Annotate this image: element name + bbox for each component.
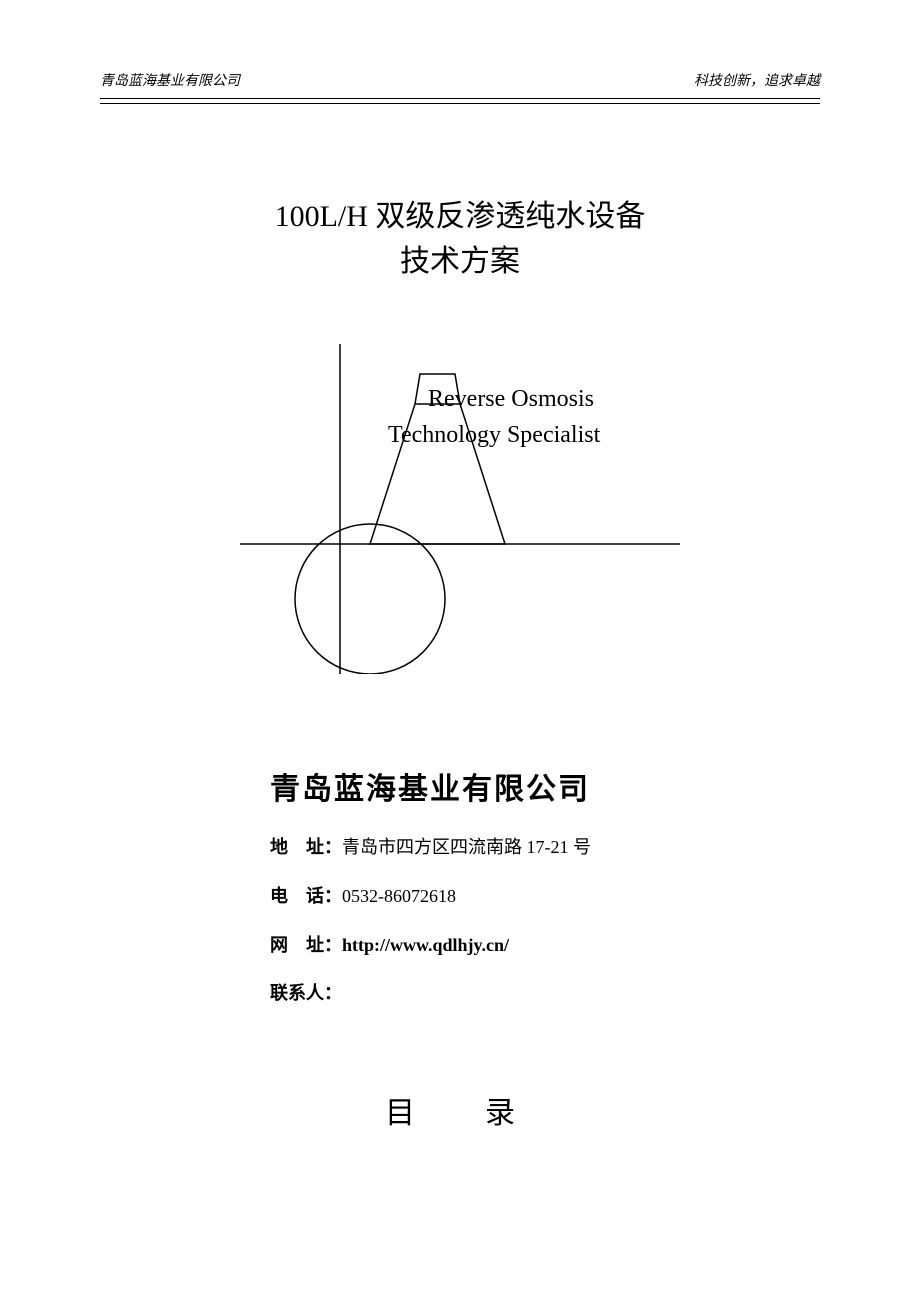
document-title: 100L/H 双级反渗透纯水设备 技术方案 [100, 194, 820, 284]
logo-diagram: Reverse Osmosis Technology Specialist [240, 344, 680, 674]
page-header: 青岛蓝海基业有限公司 科技创新，追求卓越 [100, 70, 820, 99]
web-row: 网 址：http://www.qdlhjy.cn/ [270, 931, 820, 960]
phone-label: 电 话： [270, 882, 342, 911]
header-company: 青岛蓝海基业有限公司 [100, 70, 240, 90]
contact-row: 联系人： [270, 979, 820, 1008]
web-label: 网 址： [270, 931, 342, 960]
header-slogan: 科技创新，追求卓越 [694, 70, 820, 90]
title-line-1: 100L/H 双级反渗透纯水设备 [100, 194, 820, 239]
circle-shape [295, 524, 445, 674]
document-page: 青岛蓝海基业有限公司 科技创新，追求卓越 100L/H 双级反渗透纯水设备 技术… [0, 0, 920, 1302]
address-value: 青岛市四方区四流南路 17-21 号 [342, 837, 591, 857]
phone-value: 0532-86072618 [342, 886, 456, 906]
address-label: 地 址： [270, 833, 342, 862]
header-divider [100, 103, 820, 104]
company-name: 青岛蓝海基业有限公司 [270, 764, 820, 808]
diagram-text-line-2: Technology Specialist [388, 422, 600, 449]
company-info-block: 青岛蓝海基业有限公司 地 址：青岛市四方区四流南路 17-21 号 电 话：05… [270, 764, 820, 1008]
title-line-2: 技术方案 [100, 239, 820, 284]
contact-label: 联系人： [270, 979, 342, 1008]
address-row: 地 址：青岛市四方区四流南路 17-21 号 [270, 833, 820, 862]
phone-row: 电 话：0532-86072618 [270, 882, 820, 911]
toc-heading: 目 录 [100, 1088, 820, 1132]
web-value: http://www.qdlhjy.cn/ [342, 935, 509, 955]
diagram-text-line-1: Reverse Osmosis [428, 386, 594, 413]
